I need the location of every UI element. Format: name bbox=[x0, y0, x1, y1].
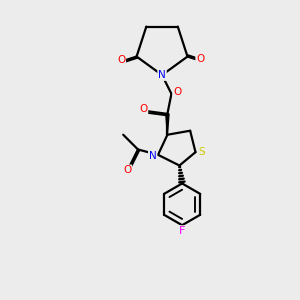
Text: N: N bbox=[158, 70, 166, 80]
Text: O: O bbox=[196, 54, 204, 64]
Polygon shape bbox=[166, 114, 169, 135]
Text: S: S bbox=[198, 147, 205, 157]
Text: F: F bbox=[179, 226, 185, 236]
Text: O: O bbox=[139, 103, 147, 113]
Text: O: O bbox=[173, 87, 182, 98]
Text: O: O bbox=[117, 55, 125, 65]
Text: O: O bbox=[123, 165, 131, 175]
Text: N: N bbox=[149, 151, 157, 161]
